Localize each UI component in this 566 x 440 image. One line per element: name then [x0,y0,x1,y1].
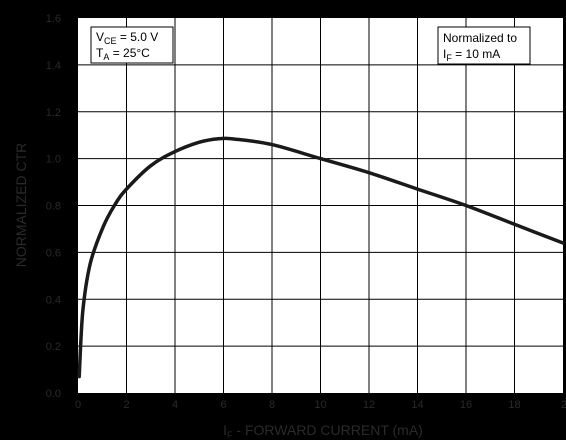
x-tick-label: 2 [123,399,129,411]
x-tick-label: 8 [269,399,275,411]
x-tick-label: 18 [508,399,520,411]
y-axis-title: NORMALIZED CTR [13,143,29,267]
x-tick-label: 14 [411,399,423,411]
x-tick-label: 16 [460,399,472,411]
y-tick-label: 0.6 [46,247,61,259]
x-tick-label: 10 [314,399,326,411]
y-tick-label: 1.2 [46,107,61,119]
conditions-annotation: VCE = 5.0 V TA = 25°C [90,26,174,64]
x-tick-label: 0 [75,399,81,411]
y-tick-label: 0.4 [46,294,61,306]
y-tick-label: 1.0 [46,154,61,166]
x-tick-label: 20 [561,399,566,411]
y-tick-label: 0.2 [46,341,61,353]
normalization-annotation: Normalized to IF = 10 mA [437,26,531,65]
x-tick-labels: 0 2 4 6 8 10 12 14 16 18 20 [75,399,566,411]
svg-text:TA = 25°C: TA = 25°C [96,46,150,62]
y-tick-label: 1.4 [46,60,61,72]
svg-text:VCE = 5.0 V: VCE = 5.0 V [96,30,158,46]
svg-text:Normalized to: Normalized to [443,31,517,45]
x-tick-label: 6 [220,399,226,411]
x-tick-label: 4 [172,399,178,411]
x-axis-title: IF - FORWARD CURRENT (mA) [223,422,423,440]
x-tick-label: 12 [363,399,375,411]
y-tick-labels: 0.0 0.2 0.4 0.6 0.8 1.0 1.2 1.4 1.6 [46,13,61,400]
y-tick-label: 1.6 [46,13,61,25]
ctr-curve [77,136,565,379]
y-tick-label: 0.0 [46,388,61,400]
y-tick-label: 0.8 [46,201,61,213]
svg-text:IF = 10 mA: IF = 10 mA [443,47,500,63]
